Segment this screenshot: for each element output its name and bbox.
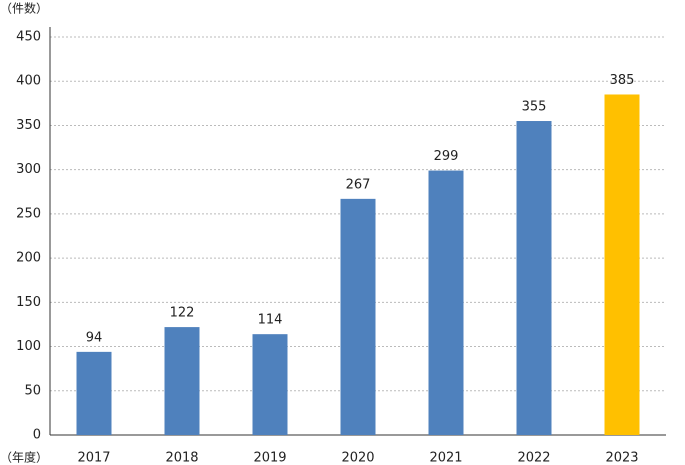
x-tick-label: 2022 [517,451,550,465]
y-tick-label: 200 [16,251,41,266]
value-label: 122 [170,306,195,321]
x-tick-label: 2021 [429,451,462,465]
y-tick-label: 250 [16,206,41,221]
bar [76,351,112,435]
value-label: 114 [258,313,283,328]
bar [516,121,552,436]
y-axis-label: （件数） [0,1,48,16]
bar [604,94,640,435]
value-label: 94 [86,330,103,345]
value-label: 385 [610,73,635,88]
x-tick-label: 2020 [341,451,374,465]
x-axis-label: （年度） [0,450,48,465]
y-tick-label: 150 [16,295,41,310]
y-tick-label: 350 [16,118,41,133]
y-tick-label: 100 [16,339,41,354]
y-tick-label: 450 [16,30,41,45]
value-label: 267 [346,177,371,192]
x-tick-label: 2023 [605,451,638,465]
y-tick-label: 300 [16,162,41,177]
bar [340,198,376,435]
y-tick-label: 50 [24,383,41,398]
bar [428,170,464,435]
x-tick-label: 2019 [253,451,286,465]
y-tick-label: 400 [16,74,41,89]
value-label: 299 [434,149,459,164]
bar [252,334,288,435]
value-label: 355 [522,100,547,115]
bar [164,327,200,435]
y-tick-label: 0 [33,428,41,443]
x-tick-label: 2017 [77,451,110,465]
x-tick-label: 2018 [165,451,198,465]
